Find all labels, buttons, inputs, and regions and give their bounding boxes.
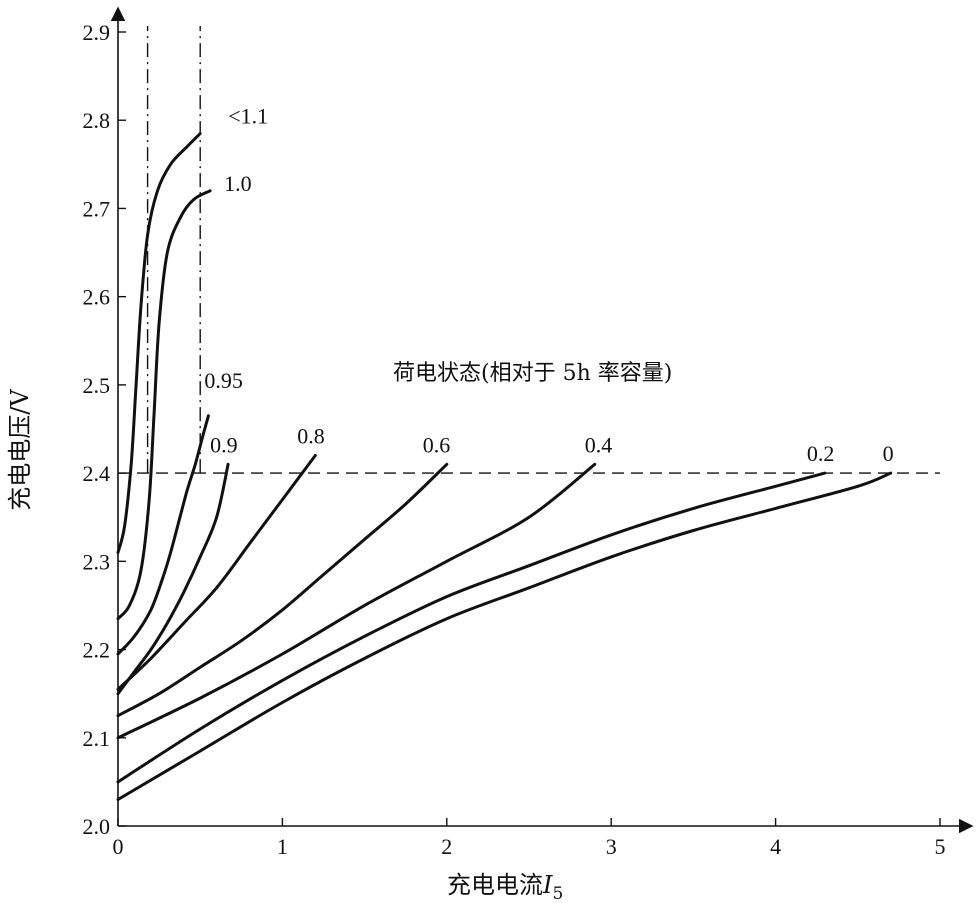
x-tick-label: 3 [606, 834, 617, 859]
series-line-8 [116, 471, 893, 801]
x-axis-label-text: 充电电流 [447, 871, 543, 899]
x-tick-label: 5 [935, 834, 946, 859]
series-line-4 [116, 454, 317, 691]
series-line-3 [116, 462, 230, 696]
series-label-3: 0.9 [210, 432, 238, 457]
y-tick-label: 2.1 [83, 726, 111, 751]
x-axis-label: 充电电流I5 [447, 871, 563, 903]
series-line-6 [116, 462, 597, 740]
series-line-5 [116, 462, 449, 718]
y-tick-label: 2.0 [83, 814, 111, 839]
y-tick-label: 2.3 [83, 549, 111, 574]
series-label-8: 0 [883, 441, 894, 466]
series-label-7: 0.2 [807, 441, 835, 466]
y-tick-label: 2.8 [83, 108, 111, 133]
x-tick-label: 0 [113, 834, 124, 859]
y-tick-label: 2.9 [83, 20, 111, 45]
y-tick-label: 2.6 [83, 285, 111, 310]
y-tick-label: 2.7 [83, 196, 111, 221]
x-axis-label-italic: I [542, 871, 553, 899]
y-axis-label: 充电电压/V [6, 389, 34, 511]
series-label-4: 0.8 [297, 423, 325, 448]
series-label-0: <1.1 [228, 103, 268, 128]
soc-annotation: 荷电状态(相对于 5h 率容量) [393, 361, 672, 386]
y-tick-label: 2.2 [83, 638, 111, 663]
x-tick-label: 1 [277, 834, 288, 859]
series-group [116, 132, 893, 801]
y-tick-label: 2.4 [83, 461, 111, 486]
series-line-1 [116, 189, 212, 621]
series-label-2: 0.95 [204, 368, 243, 393]
x-ticks: 0 1 2 3 4 5 [113, 818, 946, 859]
series-label-1: 1.0 [224, 171, 252, 196]
y-tick-label: 2.5 [83, 373, 111, 398]
x-axis-label-subscript: 5 [552, 884, 563, 903]
reference-lines [118, 26, 940, 474]
x-tick-label: 2 [441, 834, 452, 859]
series-labels: <1.1 1.0 0.95 0.9 0.8 0.6 0.4 0.2 0 [204, 103, 893, 466]
y-ticks: 2.0 2.1 2.2 2.3 2.4 2.5 2.6 2.7 2.8 2.9 [83, 20, 126, 839]
series-line-0 [116, 132, 202, 554]
series-label-6: 0.4 [585, 432, 613, 457]
series-line-7 [116, 471, 827, 784]
x-tick-label: 4 [770, 834, 781, 859]
series-line-2 [116, 414, 210, 656]
series-label-5: 0.6 [423, 432, 451, 457]
